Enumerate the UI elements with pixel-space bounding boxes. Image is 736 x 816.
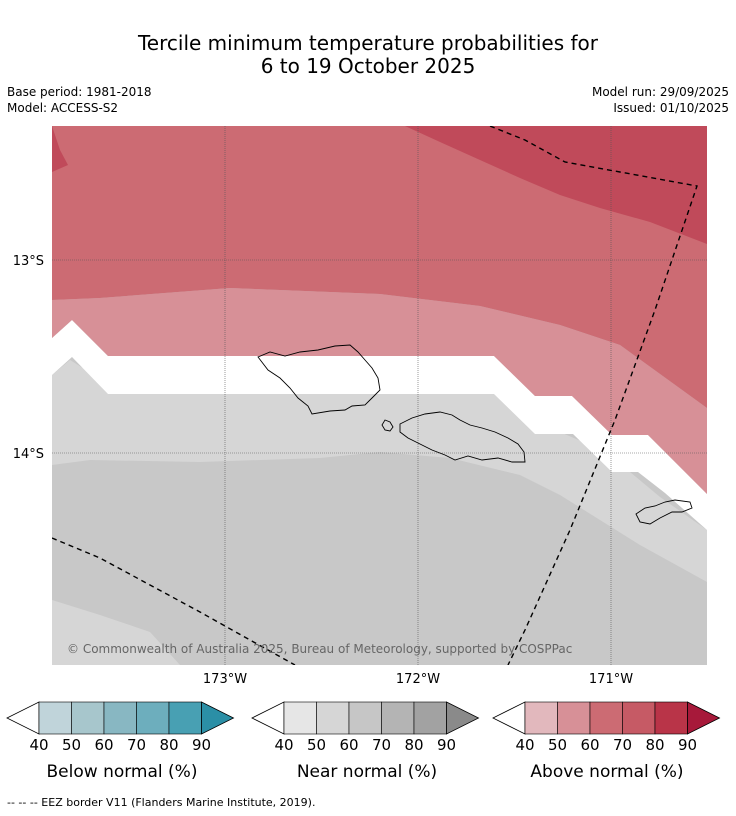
colorbar-near-segment	[316, 701, 350, 735]
colorbar-near-segment	[348, 701, 382, 735]
colorbar-near-segment	[413, 701, 447, 735]
above-normal-40-band	[52, 288, 707, 494]
colorbar-above-tick: 70	[613, 736, 632, 754]
near-normal-40-band	[52, 360, 707, 582]
colorbar-below-tick: 60	[94, 736, 113, 754]
lon-label-173w: 173°W	[203, 672, 247, 687]
chart-title-line2: 6 to 19 October 2025	[260, 54, 476, 78]
lon-label-172w: 172°W	[396, 672, 440, 687]
colorbar-below-tick: 70	[127, 736, 146, 754]
colorbar-below-label: Below normal (%)	[46, 762, 198, 782]
colorbar-near-tick: 70	[372, 736, 391, 754]
colorbar-above-segment	[557, 701, 591, 735]
tutuila-island	[635, 499, 693, 525]
model-run: Model run: 29/09/2025	[591, 85, 729, 99]
colorbar-above-label: Above normal (%)	[530, 762, 684, 782]
colorbar-near-tick: 60	[339, 736, 358, 754]
chart-title-line1: Tercile minimum temperature probabilitie…	[137, 31, 599, 55]
forecast-map: © Commonwealth of Australia 2025, Bureau…	[13, 126, 707, 687]
colorbar-above-segment	[589, 701, 623, 735]
colorbar-above-tick: 90	[678, 736, 697, 754]
base-period: Base period: 1981-2018	[7, 85, 152, 99]
colorbar-below-tick: 80	[159, 736, 178, 754]
colorbar-above-tick: 60	[580, 736, 599, 754]
colorbar-near: 40 50 60 70 80 90	[251, 701, 480, 754]
lat-label-14s: 14°S	[13, 447, 44, 462]
colorbar-above-segment	[654, 701, 688, 735]
issued-date: Issued: 01/10/2025	[613, 101, 729, 115]
colorbar-below-segment	[103, 701, 137, 735]
colorbar-near-tick: 80	[404, 736, 423, 754]
colorbar-below-tick: 50	[62, 736, 81, 754]
savaii-island	[257, 344, 381, 415]
colorbar-below-max-extension	[201, 701, 235, 735]
colorbars: 40 50 60 70 80 90 40 50 60 70 80 90 40 50 60 70 80 90	[6, 701, 721, 754]
colorbar-above-tick: 40	[515, 736, 534, 754]
colorbar-near-segment	[283, 701, 317, 735]
colorbar-above-segment	[524, 701, 558, 735]
colorbar-near-label: Near normal (%)	[296, 762, 438, 782]
model-name: Model: ACCESS-S2	[7, 101, 119, 115]
upolu-island	[399, 411, 526, 463]
eez-border-southwest	[52, 537, 296, 665]
colorbar-below: 40 50 60 70 80 90	[6, 701, 235, 754]
lat-label-13s: 13°S	[13, 254, 44, 269]
colorbar-below-segment	[71, 701, 105, 735]
colorbar-below-segment	[136, 701, 170, 735]
eez-border-east	[489, 126, 698, 665]
near-normal-40-lower-left	[52, 600, 180, 665]
colorbar-below-tick: 40	[29, 736, 48, 754]
colorbar-above-segment	[622, 701, 656, 735]
colorbar-below-segment	[168, 701, 202, 735]
colorbar-near-max-extension	[446, 701, 480, 735]
colorbar-near-tick: 90	[437, 736, 456, 754]
colorbar-near-segment	[381, 701, 415, 735]
colorbar-below-segment	[38, 701, 72, 735]
colorbar-near-min-extension	[251, 701, 285, 735]
colorbar-above-tick: 50	[548, 736, 567, 754]
colorbar-below-min-extension	[6, 701, 40, 735]
colorbar-above-tick: 80	[645, 736, 664, 754]
colorbar-above: 40 50 60 70 80 90	[492, 701, 721, 754]
copyright-text: © Commonwealth of Australia 2025, Bureau…	[67, 642, 572, 656]
colorbar-below-tick: 90	[192, 736, 211, 754]
colorbar-near-tick: 40	[274, 736, 293, 754]
eez-footnote: -- -- -- EEZ border V11 (Flanders Marine…	[7, 796, 316, 809]
colorbar-near-tick: 50	[307, 736, 326, 754]
lon-label-171w: 171°W	[589, 672, 633, 687]
above-normal-70-area	[405, 126, 707, 244]
colorbar-above-max-extension	[687, 701, 721, 735]
above-normal-60-area	[52, 126, 707, 408]
above-normal-70-patch	[52, 126, 68, 172]
no-signal-band	[52, 320, 707, 530]
manono-islet	[381, 419, 394, 432]
colorbar-above-min-extension	[492, 701, 526, 735]
